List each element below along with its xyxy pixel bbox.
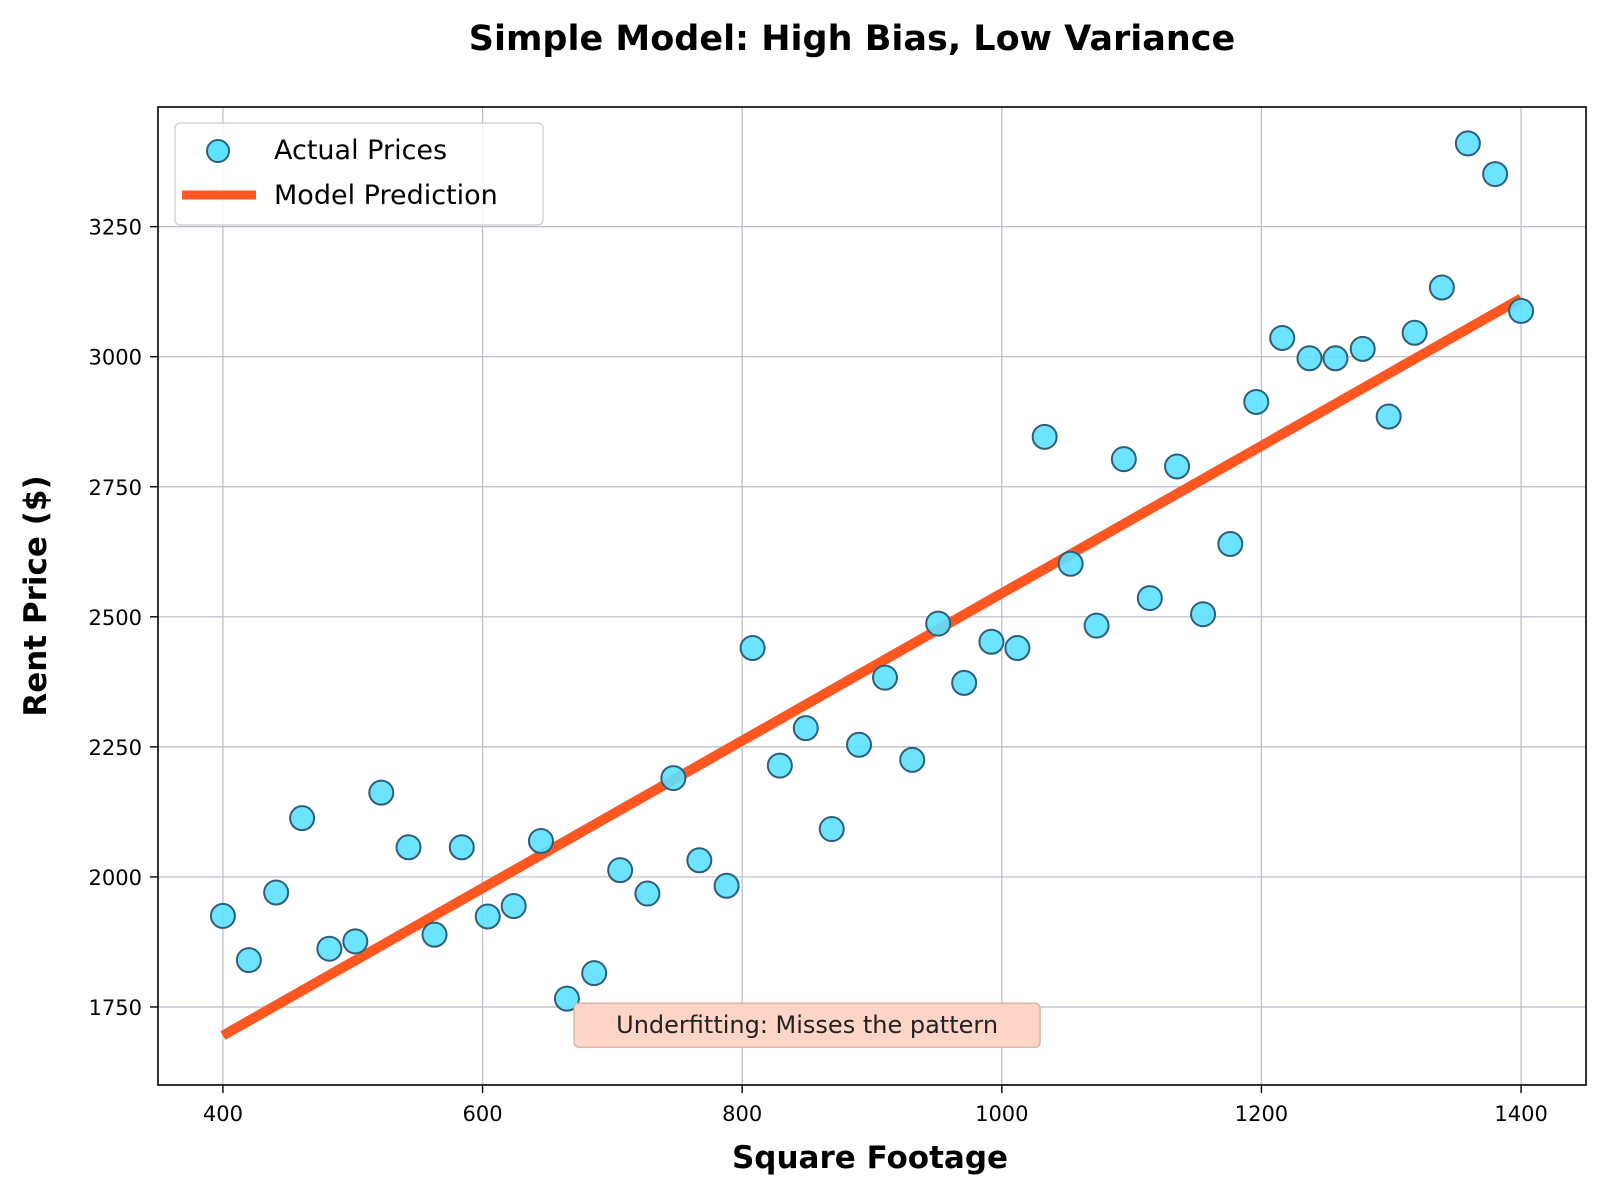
annotation-box xyxy=(573,1002,1041,1048)
annotation: Underfitting: Misses the pattern xyxy=(573,1002,1041,1048)
data-point xyxy=(792,715,819,742)
data-point xyxy=(607,857,634,884)
y-tick-label: 2000 xyxy=(89,866,142,890)
data-point xyxy=(846,731,873,758)
data-point xyxy=(1110,446,1137,473)
x-axis-label: Square Footage xyxy=(732,1140,1008,1176)
legend-label-model: Model Prediction xyxy=(274,180,498,211)
data-point xyxy=(1243,388,1270,415)
data-point xyxy=(368,779,395,806)
points-layer xyxy=(209,130,1535,1012)
legend: Actual Prices Model Prediction xyxy=(174,122,544,226)
x-tick-label: 1200 xyxy=(1235,1102,1288,1126)
data-point xyxy=(581,960,608,987)
legend-label-actual: Actual Prices xyxy=(274,135,447,166)
y-tick-label: 2500 xyxy=(89,606,142,630)
data-point xyxy=(1349,335,1376,362)
y-tick-label: 3250 xyxy=(89,216,142,240)
y-tick-label: 2750 xyxy=(89,476,142,500)
data-point xyxy=(1322,345,1349,372)
data-point xyxy=(500,893,527,920)
data-point xyxy=(553,985,580,1012)
model-line-layer xyxy=(220,294,1524,1040)
y-tick-label: 2250 xyxy=(89,736,142,760)
data-point xyxy=(209,902,236,929)
data-point xyxy=(1083,612,1110,639)
data-point xyxy=(686,847,713,874)
x-tick-label: 1000 xyxy=(975,1102,1028,1126)
data-point xyxy=(474,903,501,930)
x-tick-label: 800 xyxy=(722,1102,762,1126)
plot-frame xyxy=(157,106,1587,1086)
y-tick-label: 3000 xyxy=(89,346,142,370)
data-point xyxy=(1269,324,1296,351)
data-point xyxy=(1482,161,1509,188)
chart-title: Simple Model: High Bias, Low Variance xyxy=(469,19,1235,59)
data-point xyxy=(713,872,740,899)
data-point xyxy=(1296,345,1323,372)
data-point xyxy=(1031,423,1058,450)
data-point xyxy=(978,628,1005,655)
data-point xyxy=(1375,403,1402,430)
data-point xyxy=(1190,601,1217,628)
data-point xyxy=(899,746,926,773)
legend-box xyxy=(174,122,544,226)
data-point xyxy=(1401,319,1428,346)
legend-scatter-marker xyxy=(206,139,230,163)
data-point xyxy=(342,928,369,955)
data-point xyxy=(660,765,687,792)
data-point xyxy=(1164,453,1191,480)
data-point xyxy=(421,921,448,948)
x-tick-label: 400 xyxy=(203,1102,243,1126)
data-point xyxy=(1508,297,1535,324)
model-prediction-line xyxy=(220,294,1524,1040)
data-point xyxy=(766,752,793,779)
data-point xyxy=(448,834,475,861)
data-point xyxy=(235,947,262,974)
data-point xyxy=(1428,274,1455,301)
data-point xyxy=(1136,585,1163,612)
y-axis-label: Rent Price ($) xyxy=(18,475,54,716)
y-tick-label: 1750 xyxy=(89,996,142,1020)
annotation-text: Underfitting: Misses the pattern xyxy=(616,1011,998,1039)
data-point xyxy=(316,935,343,962)
data-point xyxy=(871,664,898,691)
grid xyxy=(158,107,1586,1085)
data-point xyxy=(395,834,422,861)
x-tick-label: 600 xyxy=(462,1102,502,1126)
data-point xyxy=(951,669,978,696)
data-point xyxy=(739,635,766,662)
data-point xyxy=(1004,635,1031,662)
data-point xyxy=(263,879,290,906)
data-point xyxy=(527,828,554,855)
x-tick-label: 1400 xyxy=(1494,1102,1547,1126)
data-point xyxy=(818,816,845,843)
data-point xyxy=(1057,550,1084,577)
data-point xyxy=(925,610,952,637)
data-point xyxy=(634,880,661,907)
data-point xyxy=(1454,130,1481,157)
axes: 400 600 800 1000 1200 1400 1750 2000 2250 2500 275… xyxy=(89,216,1548,1126)
data-point xyxy=(1217,530,1244,557)
data-point xyxy=(289,805,316,832)
